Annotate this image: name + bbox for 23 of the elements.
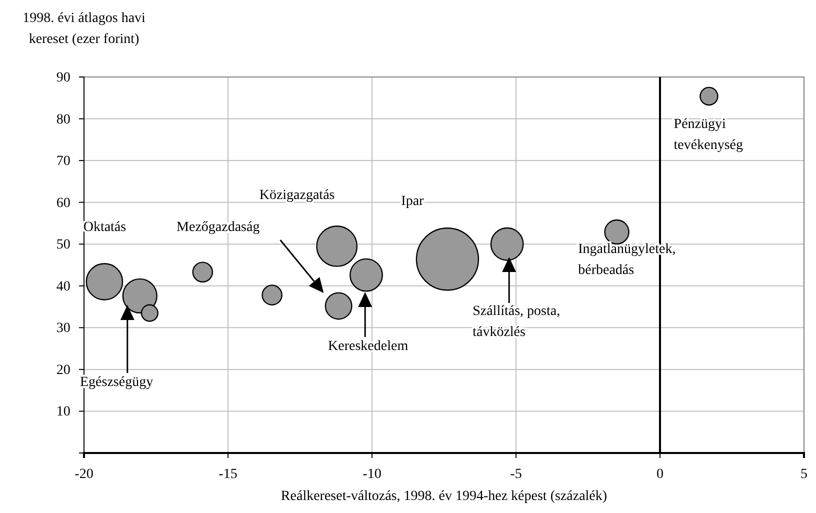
annotation: Mezőgazdaság [176, 220, 260, 236]
annotation: Közigazgatás [259, 188, 335, 204]
x-axis-title: Reálkereset-változás, 1998. év 1994-hez képest (százalék) [280, 489, 608, 504]
y-tick-label: 20 [56, 362, 70, 378]
annotation: Pénzügyi tevékenység [674, 117, 744, 154]
y-tick-label: 70 [56, 154, 70, 170]
y-tick-label: 30 [56, 321, 70, 336]
x-tick-label: 0 [656, 466, 664, 482]
x-tick-label: -20 [74, 466, 94, 482]
y-tick-label: 90 [56, 70, 70, 86]
annotation: Szállítás, posta, távközlés [472, 304, 560, 340]
annotation: Kereskedelem [328, 339, 408, 354]
annotation: Ipar [401, 194, 424, 210]
y-tick-label: 60 [56, 196, 70, 211]
y-tick-label: 80 [56, 112, 70, 128]
y-tick-label: 10 [56, 404, 70, 420]
x-tick-label: -15 [218, 466, 238, 482]
y-tick-label: 50 [56, 238, 70, 253]
y-axis-title: 1998. évi átlagos havi kereset (ezer forint) [22, 11, 146, 47]
x-tick-label: -5 [510, 466, 522, 482]
y-tick-label: 40 [56, 279, 70, 294]
x-tick-label: -10 [362, 466, 382, 482]
x-tick-label: 5 [800, 466, 808, 482]
